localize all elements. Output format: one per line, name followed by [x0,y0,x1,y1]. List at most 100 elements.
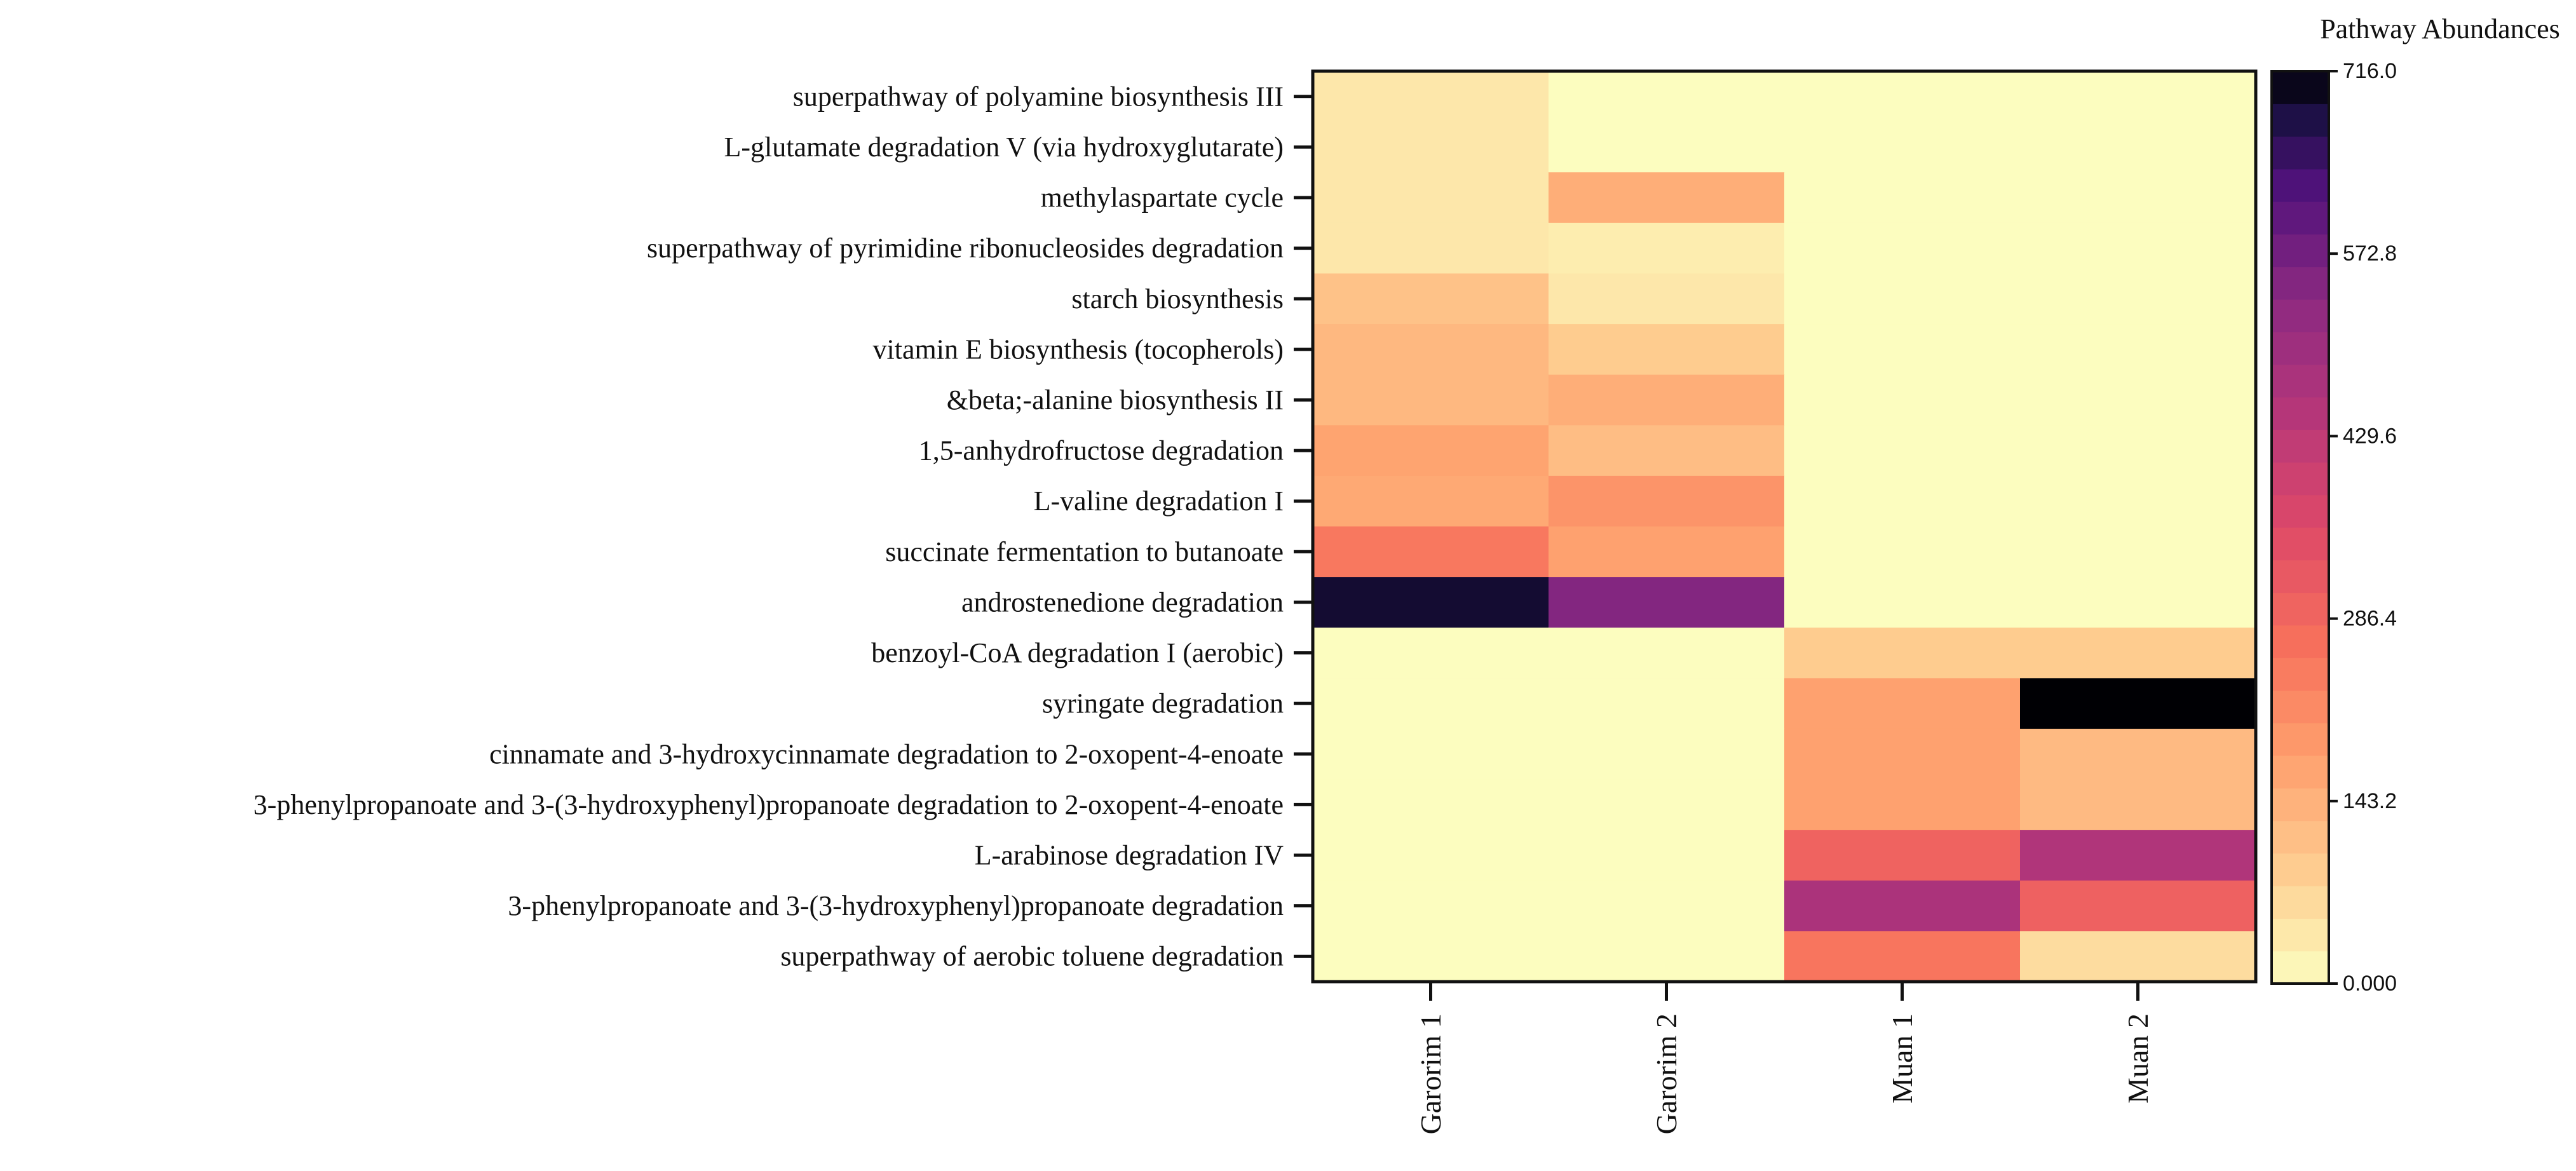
heatmap-cell [1784,374,2021,426]
heatmap-cell [2020,526,2256,578]
heatmap-cell [2020,273,2256,325]
heatmap-cell [1784,324,2021,376]
row-label: methylaspartate cycle [1041,182,1284,213]
heatmap-cell [2020,577,2256,628]
colorbar-segment [2272,332,2329,365]
heatmap-cell [1784,577,2021,628]
heatmap-cell [1549,577,1785,628]
row-label: L-valine degradation I [1034,485,1284,517]
colorbar-segment [2272,364,2329,398]
colorbar-segment [2272,136,2329,170]
row-label: vitamin E biosynthesis (tocopherols) [873,334,1284,365]
colorbar-segment [2272,494,2329,528]
colorbar-segment [2272,853,2329,886]
heatmap-cell [1784,172,2021,224]
heatmap-cell [1784,830,2021,881]
colorbar-tick-label: 429.6 [2343,424,2397,448]
colorbar-tick-label: 0.000 [2343,971,2397,996]
heatmap-cell [1784,222,2021,274]
colorbar-segment [2272,527,2329,560]
colorbar-segment [2272,788,2329,822]
heatmap-cell [1784,425,2021,477]
colorbar-segment [2272,592,2329,626]
heatmap-cell [1313,627,1549,679]
heatmap-cell [1549,425,1785,477]
heatmap-cell [1313,779,1549,830]
heatmap-cell [1784,678,2021,729]
heatmap-cell [2020,627,2256,679]
heatmap-cell [2020,728,2256,780]
colorbar-segment [2272,755,2329,789]
heatmap-cell [2020,779,2256,830]
heatmap-cell [2020,374,2256,426]
heatmap-cell [1313,71,1549,123]
heatmap-cell [1313,728,1549,780]
heatmap-cell [1313,526,1549,578]
heatmap-cell [1313,830,1549,881]
heatmap-cell [2020,324,2256,376]
row-label: 3-phenylpropanoate and 3-(3-hydroxypheny… [254,789,1284,820]
row-label: L-arabinose degradation IV [975,839,1284,870]
heatmap-cell [1313,222,1549,274]
row-label: starch biosynthesis [1071,283,1284,315]
row-label: superpathway of polyamine biosynthesis I… [793,81,1284,112]
column-label: Garorim 2 [1650,1013,1683,1134]
heatmap-cell [1784,121,2021,173]
column-label: Muan 1 [1886,1013,1918,1104]
heatmap-cell [2020,475,2256,527]
colorbar-segment [2272,820,2329,854]
colorbar-segment [2272,690,2329,724]
heatmap-cell [1784,475,2021,527]
heatmap-cell [1784,880,2021,931]
heatmap-cell [2020,222,2256,274]
heatmap-cell [1784,627,2021,679]
colorbar-frame [2270,70,2330,985]
heatmap-cell [1313,121,1549,173]
heatmap-cell [1784,931,2021,982]
colorbar-segment [2272,625,2329,658]
heatmap-cell [1549,728,1785,780]
colorbar-segment [2272,396,2329,430]
heatmap-cell [1313,577,1549,628]
colorbar-segment [2272,266,2329,300]
colorbar-tick-label: 143.2 [2343,789,2397,813]
column-label: Muan 2 [2122,1013,2154,1104]
heatmap-cell [1313,273,1549,325]
heatmap-cell [2020,121,2256,173]
colorbar-segment [2272,104,2329,137]
heatmap-cell [1549,324,1785,376]
heatmap-cell [1549,374,1785,426]
colorbar-tick-label: 572.8 [2343,241,2397,266]
heatmap-cell [2020,172,2256,224]
heatmap-cell [1549,880,1785,931]
heatmap-cell [1549,273,1785,325]
colorbar-segment [2272,462,2329,496]
heatmap-cell [1784,728,2021,780]
heatmap-cell [1313,880,1549,931]
colorbar-segment [2272,168,2329,202]
heatmap-cell [2020,71,2256,123]
heatmap-cell [1313,324,1549,376]
colorbar-tick-label: 716.0 [2343,59,2397,83]
heatmap-cell [1313,475,1549,527]
colorbar-title: Pathway Abundances [2320,13,2560,44]
heatmap-cell [2020,931,2256,982]
colorbar-segment [2272,299,2329,332]
heatmap-cell [2020,880,2256,931]
colorbar-segment [2272,201,2329,235]
row-label: syringate degradation [1042,688,1284,719]
row-label: superpathway of pyrimidine ribonucleosid… [647,233,1284,264]
heatmap-cell [1313,374,1549,426]
colorbar-segment [2272,71,2329,104]
heatmap-cell [1549,678,1785,729]
colorbar-segment [2272,430,2329,463]
heatmap-cell [1784,779,2021,830]
heatmap-cell [1313,172,1549,224]
row-label: benzoyl-CoA degradation I (aerobic) [871,637,1284,668]
row-label: cinnamate and 3-hydroxycinnamate degrada… [489,738,1284,769]
heatmap-cell [1549,830,1785,881]
heatmap-cell [1549,71,1785,123]
heatmap-cell [2020,830,2256,881]
colorbar-segment [2272,560,2329,593]
